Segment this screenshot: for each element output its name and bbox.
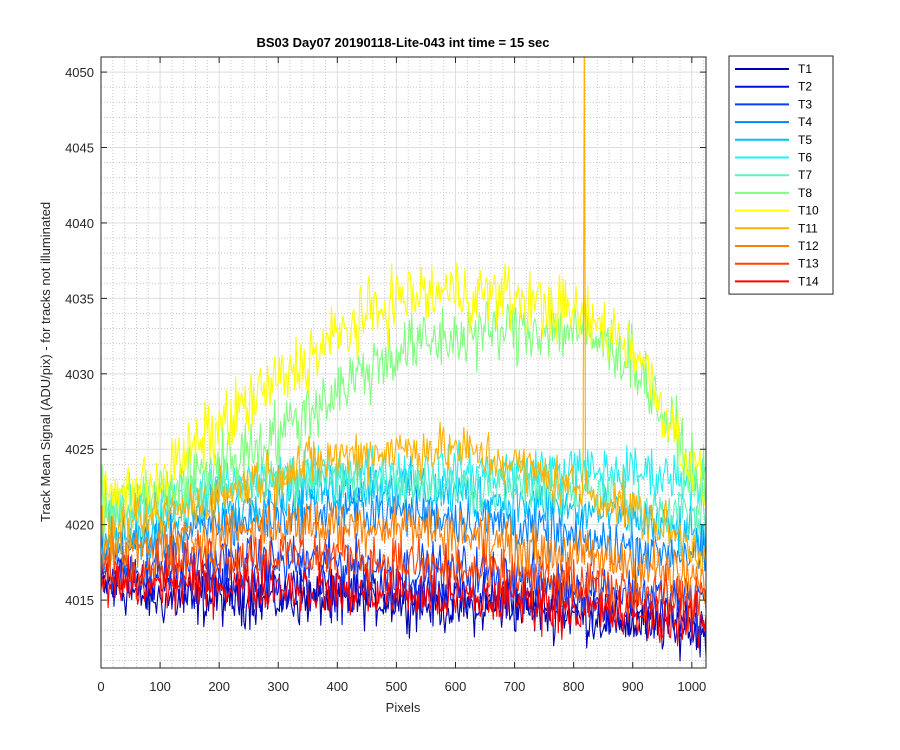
x-tick-label: 700	[504, 679, 526, 694]
series-line-t14	[101, 552, 706, 649]
x-tick-label: 600	[445, 679, 467, 694]
x-tick-label: 200	[208, 679, 230, 694]
legend-label-t11: T11	[798, 221, 818, 235]
legend-label-t2: T2	[798, 80, 812, 94]
chart-title: BS03 Day07 20190118-Lite-043 int time = …	[256, 35, 549, 50]
series-line-t4	[101, 479, 706, 578]
legend-label-t3: T3	[798, 97, 812, 111]
x-axis-label: Pixels	[386, 700, 421, 715]
y-tick-label: 4015	[65, 593, 94, 608]
legend-label-t1: T1	[798, 62, 812, 76]
x-tick-label: 100	[149, 679, 171, 694]
legend-label-t4: T4	[798, 115, 812, 129]
legend-label-t12: T12	[798, 239, 819, 253]
legend-label-t5: T5	[798, 133, 812, 147]
series-line-t10	[101, 262, 706, 539]
series-line-t11	[101, 57, 706, 577]
x-tick-label: 1000	[677, 679, 706, 694]
legend-label-t7: T7	[798, 168, 812, 182]
legend: T1 T2 T3 T4 T5 T6 T7 T8 T10 T11 T12 T13 T14	[728, 55, 834, 295]
legend-label-t10: T10	[798, 204, 819, 218]
legend-label-t8: T8	[798, 186, 812, 200]
y-tick-label: 4050	[65, 65, 94, 80]
y-tick-label: 4020	[65, 518, 94, 533]
y-axis-label: Track Mean Signal (ADU/pix) - for tracks…	[38, 202, 53, 522]
y-tick-label: 4045	[65, 141, 94, 156]
x-tick-label: 400	[326, 679, 348, 694]
x-tick-label: 800	[563, 679, 585, 694]
y-tick-label: 4040	[65, 216, 94, 231]
y-tick-label: 4035	[65, 291, 94, 306]
x-tick-label: 900	[622, 679, 644, 694]
axis-ticks: 0 100 200 300 400 500 600 700 800 900 1000 4015 4020…	[65, 57, 706, 694]
y-tick-label: 4030	[65, 367, 94, 382]
series-group	[101, 57, 706, 662]
plot-frame	[100, 56, 707, 669]
y-tick-label: 4025	[65, 442, 94, 457]
legend-label-t14: T14	[798, 274, 819, 288]
series-line-t12	[101, 494, 706, 607]
x-tick-label: 0	[97, 679, 104, 694]
x-tick-label: 500	[386, 679, 408, 694]
legend-label-t6: T6	[798, 151, 812, 165]
legend-label-t13: T13	[798, 257, 819, 271]
x-tick-label: 300	[267, 679, 289, 694]
